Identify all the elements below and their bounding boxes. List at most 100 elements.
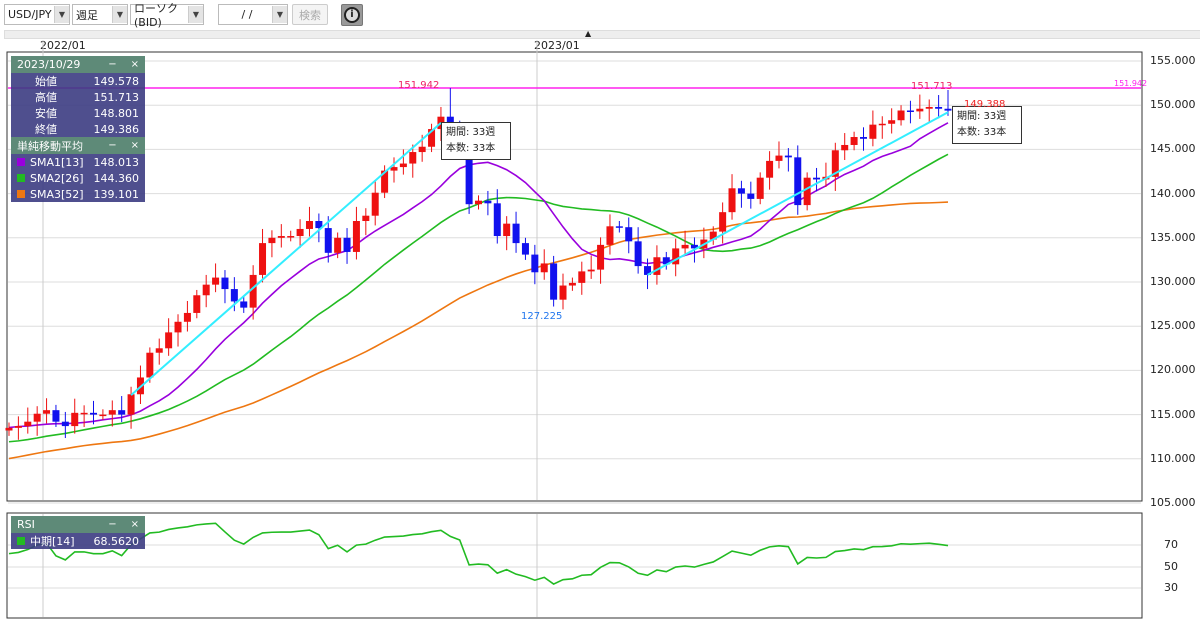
- candle-body: [43, 410, 51, 414]
- candle-body: [99, 414, 107, 417]
- period-tooltip: 期間: 33週 本数: 33本: [441, 122, 511, 160]
- ohlc-label: 安値: [35, 107, 57, 120]
- candle-body: [803, 177, 811, 206]
- symbol-select[interactable]: USD/JPY ▼: [4, 4, 70, 25]
- candle-body: [634, 241, 642, 267]
- candle-body: [202, 284, 210, 296]
- rsi-value: 68.5620: [93, 534, 140, 548]
- sma-value: 144.360: [93, 171, 140, 185]
- candle-body: [230, 289, 238, 302]
- candle-body: [381, 170, 389, 193]
- legend-swatch: [17, 158, 25, 166]
- candle-body: [784, 155, 792, 158]
- candle-body: [24, 421, 32, 427]
- ohlc-row: 終値 149.386: [11, 121, 145, 137]
- close-button[interactable]: ×: [130, 519, 139, 530]
- candle-body: [33, 413, 41, 422]
- candle-body: [690, 244, 698, 249]
- candle-body: [878, 123, 886, 126]
- candle-body: [127, 394, 135, 415]
- chart-type-select[interactable]: ローソク(BID) ▼: [130, 2, 204, 29]
- candle-body: [118, 410, 126, 415]
- price-tick: 105.000: [1150, 496, 1196, 509]
- price-tick: 130.000: [1150, 275, 1196, 288]
- candle-body: [672, 248, 680, 265]
- chevron-down-icon: ▼: [188, 6, 203, 23]
- date-input[interactable]: / / ▼: [218, 4, 288, 25]
- candle-body: [212, 277, 220, 285]
- price-tick: 115.000: [1150, 407, 1196, 421]
- candle-body: [916, 108, 924, 112]
- ohlc-row: 始値 149.578: [11, 73, 145, 89]
- period-select[interactable]: 週足 ▼: [72, 4, 128, 25]
- candle-body: [521, 243, 529, 255]
- ohlc-row: 安値 148.801: [11, 105, 145, 121]
- candle-body: [681, 244, 689, 249]
- tooltip-count: 本数: 33本: [957, 127, 1007, 138]
- candle-body: [568, 282, 576, 286]
- tooltip-period: 期間: 33週: [446, 127, 496, 138]
- candle-body: [428, 129, 436, 147]
- collapse-icon: ▲: [585, 29, 592, 38]
- minimize-button[interactable]: −: [108, 59, 117, 70]
- candle-body: [859, 137, 867, 139]
- candle-body: [897, 110, 905, 121]
- minimize-button[interactable]: −: [108, 519, 117, 530]
- sma-row: SMA1[13] 148.013: [11, 154, 145, 170]
- candle-body: [371, 192, 379, 216]
- candle-body: [925, 106, 933, 109]
- trend-line: [130, 122, 442, 396]
- info-button[interactable]: i: [341, 4, 363, 26]
- candle-body: [756, 177, 764, 199]
- candle-body: [334, 237, 342, 253]
- sma-value: 139.101: [93, 187, 140, 201]
- pane-splitter[interactable]: ▲: [4, 29, 1200, 39]
- candle-body: [662, 257, 670, 265]
- candle-body: [287, 236, 295, 238]
- sma-label: SMA2[26]: [30, 171, 84, 185]
- candle-body: [944, 108, 952, 111]
- minimize-button[interactable]: −: [108, 140, 117, 151]
- candle-body: [775, 155, 783, 161]
- candle-body: [484, 200, 492, 204]
- price-pane-frame: [6, 51, 1143, 502]
- candle-body: [831, 150, 839, 177]
- candle-body: [193, 295, 201, 313]
- price-tick: 150.000: [1150, 98, 1196, 112]
- search-button[interactable]: 検索: [292, 4, 328, 25]
- ohlc-row: 高値 151.713: [11, 89, 145, 105]
- ohlc-label: 始値: [35, 75, 57, 88]
- candle-body: [841, 144, 849, 151]
- candle-body: [80, 412, 88, 415]
- candle-body: [597, 244, 605, 270]
- candle-body: [747, 193, 755, 199]
- price-tick: 155.000: [1150, 54, 1196, 67]
- candle-body: [183, 312, 191, 322]
- symbol-value: USD/JPY: [8, 8, 52, 21]
- candle-body: [578, 271, 586, 283]
- sma-row: SMA2[26] 144.360: [11, 170, 145, 186]
- legend-swatch: [17, 537, 25, 545]
- close-button[interactable]: ×: [130, 140, 139, 151]
- candle-body: [146, 352, 154, 378]
- legend-swatch: [17, 190, 25, 198]
- price-tick: 120.000: [1150, 363, 1196, 377]
- candle-body: [512, 223, 520, 244]
- date-value: / /: [241, 8, 253, 21]
- candle-body: [155, 348, 163, 353]
- candle-body: [268, 237, 276, 244]
- candle-body: [869, 124, 877, 139]
- rsi-tick: 50: [1164, 560, 1178, 573]
- candle-body: [550, 263, 558, 300]
- candle-body: [362, 215, 370, 222]
- candle-body: [399, 163, 407, 168]
- close-button[interactable]: ×: [130, 59, 139, 70]
- period-value: 週足: [76, 8, 98, 22]
- candle-body: [52, 410, 60, 422]
- chart-type-value: ローソク(BID): [134, 2, 178, 29]
- period-tooltip: 期間: 33週 本数: 33本: [952, 106, 1022, 144]
- candle-body: [709, 231, 717, 240]
- sma-line: [8, 122, 949, 429]
- candle-body: [587, 269, 595, 272]
